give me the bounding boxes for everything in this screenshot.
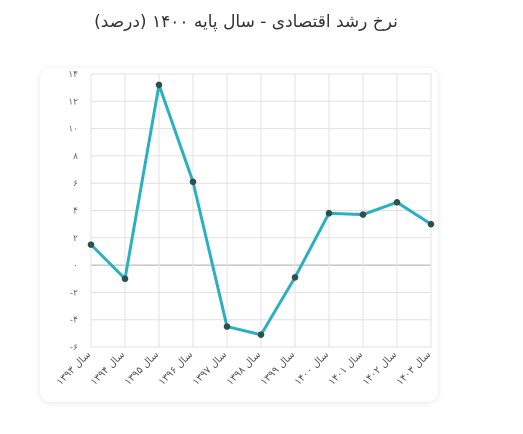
y-tick-label: ۱۰ xyxy=(68,125,78,135)
data-point xyxy=(223,323,231,330)
x-tick-label: سال ۱۳۹۳ xyxy=(55,349,93,387)
y-tick-label: ۱۴ xyxy=(68,70,78,80)
data-point xyxy=(427,220,435,228)
x-tick-label: سال ۱۳۹۴ xyxy=(89,349,127,387)
x-tick-label: سال ۱۳۹۷ xyxy=(191,349,229,387)
y-tick-label: ۱۲ xyxy=(68,97,78,107)
data-point xyxy=(121,275,129,283)
x-tick-label: سال ۱۳۹۹ xyxy=(259,349,297,387)
chart-card xyxy=(40,68,438,402)
chart-title: نرخ رشد اقتصادی - سال پایه ۱۴۰۰ (درصد) xyxy=(94,12,398,32)
data-point xyxy=(257,331,265,339)
y-tick-label: ۰ xyxy=(73,261,78,271)
x-tick-label: سال ۱۴۰۰ xyxy=(293,349,331,387)
data-point xyxy=(291,274,299,281)
y-tick-label: ۲ xyxy=(73,234,78,244)
x-tick-label: سال ۱۴۰۱ xyxy=(327,349,365,387)
x-tick-label: سال ۱۳۹۸ xyxy=(225,349,263,387)
data-point xyxy=(325,209,333,217)
y-tick-label: ۴ xyxy=(73,207,78,217)
x-tick-label: سال ۱۴۰۲ xyxy=(361,349,399,387)
y-tick-label: -۶ xyxy=(70,343,78,353)
x-tick-label: سال ۱۳۹۶ xyxy=(157,349,195,387)
y-tick-label: -۲ xyxy=(70,288,78,298)
y-tick-label: ۶ xyxy=(73,179,78,189)
data-point xyxy=(393,199,401,206)
y-tick-label: -۴ xyxy=(70,316,78,326)
data-point xyxy=(87,241,95,248)
x-tick-label: سال ۱۴۰۳ xyxy=(395,349,433,387)
data-point xyxy=(189,178,197,186)
y-tick-label: ۸ xyxy=(73,152,78,162)
data-point xyxy=(359,211,367,218)
data-point xyxy=(155,81,163,89)
x-tick-label: سال ۱۳۹۵ xyxy=(123,349,161,387)
